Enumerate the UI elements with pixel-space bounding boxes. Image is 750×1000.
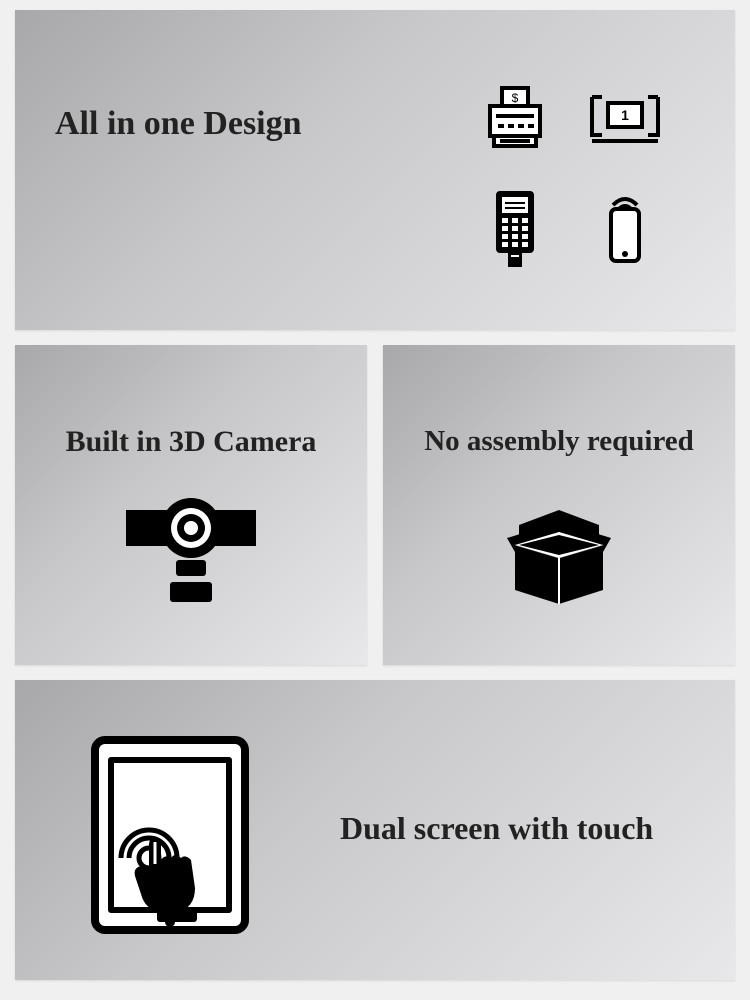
- receipt-printer-icon: $: [475, 80, 555, 160]
- panel-all-in-one: All in one Design $: [15, 10, 735, 330]
- wireless-phone-icon: [585, 190, 665, 270]
- panel-3d-camera: Built in 3D Camera: [15, 345, 367, 665]
- icon-grid: $: [475, 80, 715, 280]
- panel-title: Dual screen with touch: [340, 810, 653, 847]
- card-terminal-icon: [475, 190, 555, 270]
- panel-title: No assembly required: [383, 425, 735, 458]
- svg-text:1: 1: [621, 107, 629, 123]
- webcam-icon: [15, 490, 367, 610]
- panel-dual-screen: Dual screen with touch: [15, 680, 735, 980]
- cash-drawer-icon: 1: [585, 80, 665, 160]
- panel-no-assembly: No assembly required: [383, 345, 735, 665]
- panel-title: Built in 3D Camera: [15, 425, 367, 459]
- touch-tablet-icon: [85, 730, 255, 945]
- open-box-icon: [383, 490, 735, 610]
- svg-text:$: $: [512, 91, 519, 105]
- panel-title: All in one Design: [55, 105, 302, 143]
